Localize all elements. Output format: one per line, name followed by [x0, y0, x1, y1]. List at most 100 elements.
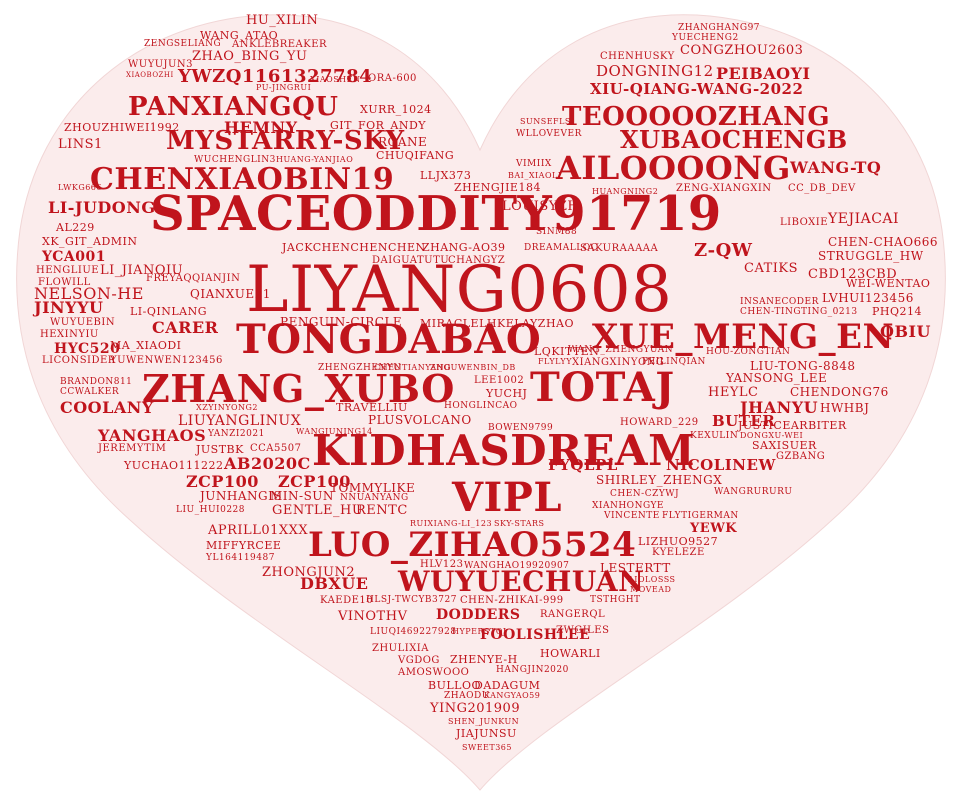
word-buter: BUTER — [712, 412, 776, 430]
word-vincente: VINCENTE — [604, 511, 660, 521]
word-wang-zhengyuan: WANG_ZHENGYUAN — [568, 345, 674, 355]
word-catiks: CATIKS — [744, 261, 799, 276]
word-vinothv: VINOTHV — [338, 609, 408, 624]
word-chenxiaobin19: CHENXIAOBIN19 — [90, 162, 395, 197]
word-bai-xiaoli: BAI_XIAOLI — [508, 171, 562, 180]
word-wanghao19920907: WANGHAO19920907 — [464, 561, 570, 571]
word-wang-atao: WANG_ATAO — [200, 29, 279, 42]
word-dadagum: DADAGUM — [474, 679, 541, 692]
word-yuchao111222: YUCHAO111222 — [124, 459, 224, 472]
word-yuecheng2: YUECHENG2 — [672, 33, 739, 43]
word-struggle-hw: STRUGGLE_HW — [818, 249, 924, 263]
word-peibaoyi: PEIBAOYI — [716, 64, 811, 83]
word-nicolinew: NICOLINEW — [666, 456, 776, 474]
word-dreamalloc: DREAMALLOC — [524, 243, 598, 253]
word-vgdog: VGDOG — [398, 655, 440, 666]
word-qbiu: QBIU — [880, 322, 931, 341]
word-rentc: RENTC — [356, 503, 408, 518]
word-qianxue21: QIANXUE21 — [190, 287, 271, 301]
word-li-jianqiu: LI_JIANQIU — [100, 263, 184, 278]
word-chendong76: CHENDONG76 — [790, 385, 889, 399]
word-insanecoder: INSANECODER — [740, 297, 819, 307]
word-penguin-circle: PENGUIN-CIRCLE — [280, 315, 403, 329]
word-sky-stars: SKY-STARS — [494, 519, 545, 528]
word-sakuraaaaa: SAKURAAAAA — [580, 243, 659, 254]
word-al229: AL229 — [56, 221, 95, 234]
word-freyaqqianjin: FREYAQQIANJIN — [146, 273, 241, 284]
word-daiguatutu: DAIGUATUTU — [372, 255, 450, 266]
word-travelliu: TRAVELLIU — [336, 401, 408, 414]
word-kangyao59: KANGYAO59 — [484, 691, 541, 700]
word-sinm88: SINM88 — [536, 227, 578, 237]
word-ab2020c: AB2020C — [224, 454, 311, 473]
word-yl164119487: YL164119487 — [206, 553, 275, 563]
word-zhao-bing-yu: ZHAO_BING_YU — [192, 49, 308, 64]
word-wuyujun3: WUYUJUN3 — [128, 59, 194, 70]
word-lins1: LINS1 — [58, 137, 103, 152]
word-hyperstoj: HYPERSTOJ — [452, 627, 507, 636]
word-wuyuebin: WUYUEBIN — [50, 317, 116, 328]
word-justicearbiter: JUSTICEARBITER — [738, 419, 847, 432]
word-tommylike: TOMMYLIKE — [330, 481, 416, 495]
word-carer: CARER — [152, 318, 219, 337]
word-yewk: YEWK — [690, 521, 738, 536]
word-roane: ROANE — [378, 135, 428, 149]
word-yanzi2021: YANZI2021 — [208, 429, 265, 439]
word-nnuanyang: NNUANYANG — [340, 493, 409, 503]
word-zhanghang97: ZHANGHANG97 — [678, 23, 761, 33]
word-huang-yanjiao: HUANG-YANJIAO — [276, 155, 354, 164]
word-lee1002: LEE1002 — [474, 375, 525, 386]
word-chen-tingting-0213: CHEN-TINGTING_0213 — [740, 307, 858, 317]
word-hu-xilin: HU_XILIN — [246, 13, 319, 28]
word-flylyy: FLYLYY — [538, 357, 572, 366]
word-chen-czywj: CHEN-CZYWJ — [610, 489, 680, 499]
word-ora-600: ORA-600 — [368, 73, 417, 84]
word-heylc: HEYLC — [708, 385, 759, 400]
word-amoswooo: AMOSWOOO — [398, 667, 470, 678]
word-hlsj-twcyb3727: HLSJ-TWCYB3727 — [366, 595, 457, 605]
word-plusvolcano: PLUSVOLCANO — [368, 413, 472, 427]
word-bowen9799: BOWEN9799 — [488, 423, 554, 433]
word-flowill: FLOWILL — [38, 277, 91, 288]
word-fyqlpl: FYQLPL — [548, 456, 618, 474]
word-min-sun: MIN-SUN — [270, 489, 334, 503]
word-z-qw: Z-QW — [694, 240, 753, 261]
word-flytigerman: FLYTIGERMAN — [662, 511, 739, 521]
word-howard-229: HOWARD_229 — [620, 417, 699, 428]
word-zhouwenbin-db: ZHOUWENBIN_DB — [430, 363, 516, 372]
word-teoooooozhang: TEOOOOOZHANG — [562, 102, 831, 132]
word-kidhasdream: KIDHASDREAM — [312, 426, 696, 475]
word-zengseliang: ZENGSELIANG — [144, 39, 222, 49]
word-wuchenglin3: WUCHENGLIN3 — [194, 155, 276, 165]
word-miffyrcee: MIFFYRCEE — [206, 539, 282, 552]
word-wllovever: WLLOVEVER — [516, 129, 582, 139]
word-panxiangqu: PANXIANGQU — [128, 92, 339, 122]
word-wangrururu: WANGRURURU — [714, 487, 793, 497]
word-yansong-lee: YANSONG_LEE — [726, 371, 828, 385]
word-vimiix: VIMIIX — [516, 159, 552, 169]
word-liuyanglinux: LIUYANGLINUX — [178, 413, 302, 429]
word-yuchj: YUCHJ — [486, 387, 528, 400]
word-coolany: COOLANY — [60, 398, 154, 417]
word-howarli: HOWARLI — [540, 647, 601, 660]
word-liboxie: LIBOXIE — [780, 217, 829, 228]
word-spaceoddity91719: SPACEODDITY91719 — [150, 186, 722, 242]
word-congzhou2603: CONGZHOU2603 — [680, 43, 804, 58]
word-totaj: TOTAJ — [530, 364, 675, 411]
word-zcp100: ZCP100 — [186, 472, 259, 491]
word-jackchenchenchen: JACKCHENCHENCHEN — [282, 241, 426, 254]
word-xurr-1024: XURR_1024 — [360, 103, 432, 116]
word-chen-chao666: CHEN-CHAO666 — [828, 235, 939, 249]
heart-background — [16, 14, 946, 791]
word-movead: MOVEAD — [630, 585, 672, 594]
word-anklebreaker: ANKLEBREAKER — [232, 39, 328, 50]
word-hexinyiu: HEXINYIU — [40, 329, 99, 340]
word-xubaochengb: XUBAOCHENGB — [620, 125, 848, 154]
word-hou-zongtian: HOU-ZONGTIAN — [706, 347, 791, 357]
word-nelson-he: NELSON-HE — [34, 284, 144, 303]
word-wangjuning14: WANGJUNING14 — [296, 427, 373, 436]
word-li-judong: LI-JUDONG — [48, 198, 156, 217]
word-xue-meng-en: XUE_MENG_EN — [592, 317, 895, 357]
word-louisyzh: LOUISYZH — [502, 199, 580, 214]
